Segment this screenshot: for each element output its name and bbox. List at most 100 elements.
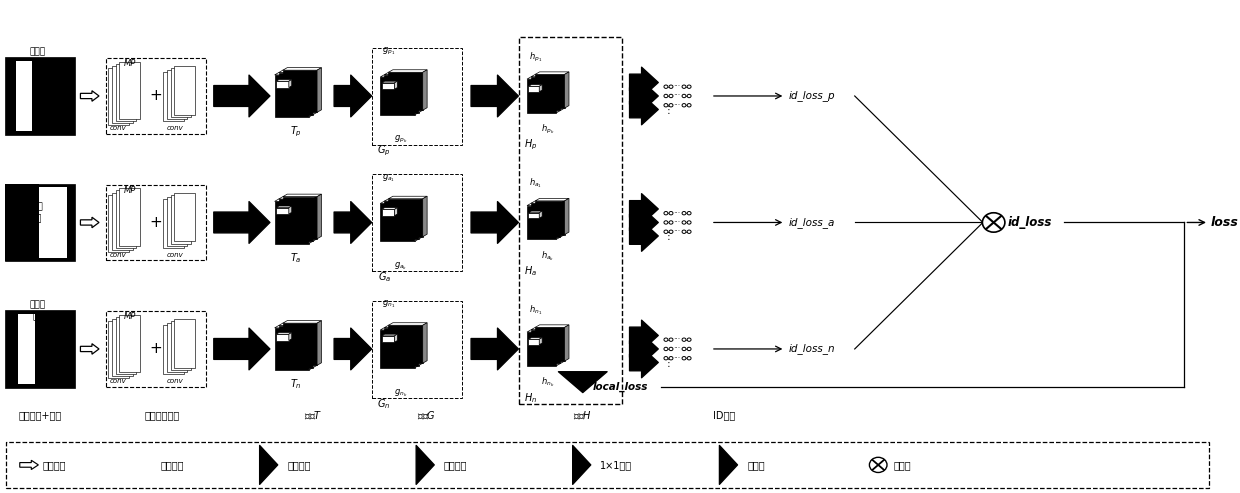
Polygon shape — [279, 70, 317, 72]
Bar — [277, 334, 289, 341]
Bar — [115, 317, 136, 374]
Polygon shape — [531, 201, 565, 203]
Polygon shape — [283, 194, 321, 197]
Circle shape — [670, 356, 673, 360]
Circle shape — [670, 85, 673, 88]
Text: ⋮: ⋮ — [663, 358, 673, 368]
Text: conv: conv — [109, 125, 126, 132]
Polygon shape — [277, 79, 291, 81]
Text: $h_{p_k}$: $h_{p_k}$ — [541, 123, 554, 136]
Text: MP: MP — [124, 186, 136, 195]
Text: 像: 像 — [35, 214, 41, 224]
Bar — [528, 86, 539, 92]
Circle shape — [687, 347, 691, 351]
Text: ···: ··· — [673, 209, 680, 218]
Polygon shape — [423, 323, 427, 363]
Text: loss: loss — [1210, 216, 1239, 229]
Bar — [527, 332, 557, 366]
Polygon shape — [394, 208, 397, 216]
Polygon shape — [536, 198, 569, 201]
Polygon shape — [279, 197, 317, 199]
Bar — [388, 72, 423, 110]
Polygon shape — [382, 208, 397, 210]
Polygon shape — [283, 68, 321, 70]
Circle shape — [682, 230, 686, 233]
Circle shape — [682, 221, 686, 224]
Polygon shape — [528, 211, 542, 213]
FancyBboxPatch shape — [107, 184, 206, 260]
Bar — [167, 323, 187, 372]
FancyBboxPatch shape — [372, 48, 463, 145]
Polygon shape — [312, 70, 317, 115]
Text: $g_{n_k}$: $g_{n_k}$ — [394, 387, 408, 398]
Bar — [164, 72, 184, 121]
Text: id_loss_p: id_loss_p — [789, 91, 835, 102]
Text: $H_a$: $H_a$ — [525, 264, 537, 278]
Text: 张量$T$: 张量$T$ — [305, 409, 322, 421]
Circle shape — [19, 318, 35, 332]
Bar — [274, 328, 309, 370]
Bar — [171, 321, 191, 370]
Bar — [528, 339, 539, 345]
FancyBboxPatch shape — [520, 37, 622, 404]
Polygon shape — [560, 74, 565, 110]
Text: ⋮: ⋮ — [639, 224, 649, 234]
Text: 负样本: 负样本 — [30, 301, 46, 310]
Polygon shape — [317, 194, 321, 239]
Bar — [108, 195, 129, 252]
Bar — [112, 319, 133, 376]
Polygon shape — [539, 85, 542, 92]
Circle shape — [687, 230, 691, 233]
Text: $h_{a_k}$: $h_{a_k}$ — [541, 249, 554, 263]
FancyBboxPatch shape — [372, 175, 463, 271]
Text: ···: ··· — [673, 227, 680, 236]
Text: +: + — [149, 88, 161, 104]
Polygon shape — [539, 338, 542, 345]
Text: $g_{a_k}$: $g_{a_k}$ — [394, 260, 408, 272]
Text: ⋮: ⋮ — [663, 105, 673, 115]
Bar — [171, 68, 191, 117]
Circle shape — [16, 64, 32, 77]
FancyBboxPatch shape — [6, 442, 1209, 488]
Text: id_loss_n: id_loss_n — [789, 344, 835, 354]
Bar — [283, 323, 317, 365]
Bar — [384, 201, 419, 239]
Circle shape — [663, 211, 668, 215]
Text: +: + — [149, 215, 161, 230]
Polygon shape — [423, 196, 427, 237]
Polygon shape — [414, 201, 419, 242]
Polygon shape — [527, 329, 560, 332]
Circle shape — [663, 85, 668, 88]
Polygon shape — [423, 70, 427, 110]
Text: ···: ··· — [673, 92, 680, 101]
Circle shape — [687, 211, 691, 215]
Text: 特征提取: 特征提取 — [288, 460, 311, 470]
Polygon shape — [536, 72, 569, 74]
Polygon shape — [381, 201, 419, 204]
Polygon shape — [528, 338, 542, 339]
Polygon shape — [384, 199, 423, 201]
Text: 全连接: 全连接 — [748, 460, 765, 470]
Polygon shape — [81, 91, 99, 101]
Text: conv: conv — [167, 252, 184, 258]
Polygon shape — [560, 327, 565, 363]
Polygon shape — [274, 199, 314, 201]
Text: 取平均: 取平均 — [894, 460, 911, 470]
Text: $H_p$: $H_p$ — [525, 138, 538, 152]
Polygon shape — [388, 323, 427, 325]
Polygon shape — [81, 217, 99, 228]
Bar — [274, 201, 309, 244]
Text: $h_{p_1}$: $h_{p_1}$ — [529, 51, 542, 64]
Circle shape — [687, 356, 691, 360]
Polygon shape — [309, 199, 314, 244]
Polygon shape — [289, 332, 291, 341]
Bar — [167, 197, 187, 246]
Bar — [388, 199, 423, 237]
Polygon shape — [382, 334, 397, 336]
Bar — [536, 74, 564, 108]
Bar — [5, 184, 76, 261]
Text: 1×1卷积: 1×1卷积 — [600, 460, 632, 470]
FancyBboxPatch shape — [107, 311, 206, 387]
Bar — [112, 193, 133, 250]
Bar — [279, 199, 312, 241]
